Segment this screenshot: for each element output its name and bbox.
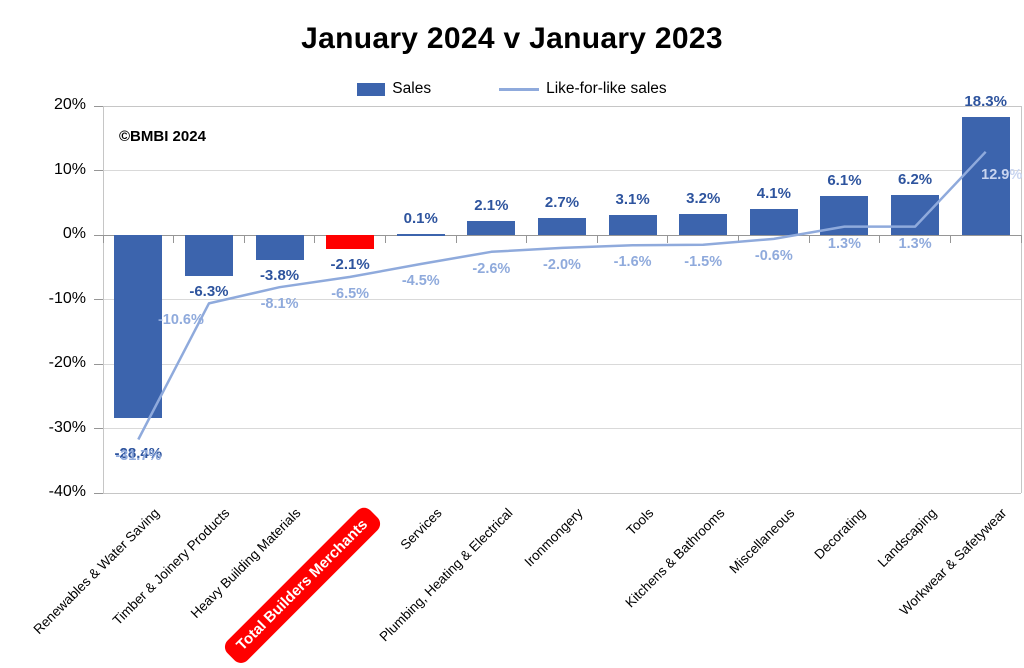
y-axis-tick: [94, 428, 103, 429]
chart-legend: Sales Like-for-like sales: [0, 80, 1024, 98]
legend-item-like-for-like: Like-for-like sales: [499, 80, 667, 98]
like-for-like-value-label: -4.5%: [401, 273, 440, 290]
y-axis-tick: [94, 234, 103, 236]
sales-value-label: -3.8%: [259, 266, 300, 284]
x-axis-label: Tools: [623, 505, 657, 539]
sales-value-label: 0.1%: [403, 210, 438, 228]
sales-value-label: -28.4%: [114, 445, 163, 463]
category-axis-tick: [102, 235, 104, 243]
y-axis-tick-label: -40%: [48, 483, 86, 500]
sales-value-label: 3.1%: [615, 191, 650, 208]
y-axis-tick-label: 0%: [62, 225, 86, 242]
y-axis-tick-label: -10%: [48, 289, 86, 307]
x-axis-label: Landscaping: [874, 505, 939, 571]
y-axis-tick-label: 20%: [53, 96, 86, 113]
category-axis-tick: [596, 235, 598, 243]
category-axis-tick: [1020, 235, 1022, 243]
category-axis-tick: [455, 235, 457, 243]
x-axis-label: Timber & Joinery Products: [110, 505, 233, 629]
sales-bar: [396, 234, 445, 236]
sales-bar: [467, 221, 516, 235]
like-for-like-value-label: -1.6%: [613, 254, 652, 271]
sales-bar: [608, 215, 657, 235]
sales-bar: [820, 195, 869, 235]
like-for-like-value-label: -10.6%: [157, 312, 204, 329]
gridline: [103, 492, 1021, 494]
x-axis-label: Decorating: [811, 505, 869, 563]
sales-value-label: 2.1%: [474, 197, 509, 215]
bar-swatch-icon: [357, 82, 386, 96]
sales-bar: [538, 217, 586, 235]
x-axis-label: Miscellaneous: [726, 505, 798, 577]
sales-value-label: 6.1%: [827, 171, 862, 189]
chart-title: January 2024 v January 2023: [301, 22, 723, 55]
x-axis-label: Plumbing, Heating & Electrical: [376, 505, 516, 645]
sales-bar: [184, 235, 233, 276]
y-axis-tick: [94, 105, 103, 107]
sales-bar-highlight: [326, 235, 375, 249]
like-for-like-value-label: -1.5%: [684, 253, 723, 270]
sales-bar: [255, 235, 304, 260]
sales-value-label: 18.3%: [964, 92, 1007, 110]
x-axis-label-highlight: Total Builders Merchants: [221, 504, 384, 667]
category-axis-tick: [738, 235, 740, 243]
sales-value-label: 2.7%: [544, 193, 580, 211]
like-for-like-value-label: -0.6%: [754, 247, 793, 264]
like-for-like-value-label: -31.7%: [115, 448, 162, 465]
legend-label-sales: Sales: [392, 80, 432, 97]
sales-value-label: -6.3%: [189, 282, 229, 300]
y-axis-tick-label: 10%: [53, 160, 86, 178]
category-axis-tick: [314, 235, 316, 243]
sales-bar: [679, 214, 728, 235]
gridline: [103, 428, 1021, 429]
category-axis-tick: [526, 235, 528, 243]
like-for-like-value-label: 1.3%: [898, 235, 932, 252]
plot-right-border: [1021, 106, 1022, 493]
y-axis-tick: [94, 363, 103, 365]
like-for-like-value-label: 1.3%: [827, 235, 861, 252]
sales-bar: [891, 195, 940, 235]
gridline: [103, 105, 1021, 107]
y-axis-tick: [94, 170, 103, 171]
category-axis-tick: [667, 235, 669, 243]
x-axis-label: Renewables & Water Saving: [30, 505, 163, 638]
x-axis-label: Services: [397, 505, 445, 553]
y-axis-tick: [94, 299, 103, 300]
legend-item-sales: Sales: [357, 80, 431, 98]
legend-label-like-for-like: Like-for-like sales: [546, 80, 667, 97]
like-for-like-value-label: -8.1%: [260, 296, 299, 313]
like-for-like-value-label: -6.5%: [331, 285, 370, 302]
like-for-like-value-label: -2.0%: [543, 256, 581, 273]
category-axis-tick: [384, 235, 386, 243]
category-axis-tick: [173, 235, 175, 243]
like-for-like-value-label: 12.9%: [981, 166, 1023, 183]
gridline: [103, 363, 1021, 365]
like-for-like-value-label: -2.6%: [472, 260, 511, 277]
sales-value-label: -2.1%: [330, 255, 370, 273]
plot-left-border: [103, 106, 104, 493]
copyright-label: ©BMBI 2024: [119, 128, 206, 145]
sales-value-label: 4.1%: [756, 184, 791, 202]
category-axis-tick: [243, 235, 245, 243]
y-axis-tick-label: -20%: [48, 354, 86, 371]
sales-value-label: 3.2%: [686, 190, 721, 208]
y-axis-tick-label: -30%: [48, 418, 86, 436]
x-axis-label: Ironmongery: [521, 505, 586, 570]
line-swatch-icon: [499, 87, 540, 91]
y-axis-tick: [94, 492, 103, 494]
sales-bar: [749, 208, 798, 235]
sales-value-label: 6.2%: [897, 171, 933, 188]
